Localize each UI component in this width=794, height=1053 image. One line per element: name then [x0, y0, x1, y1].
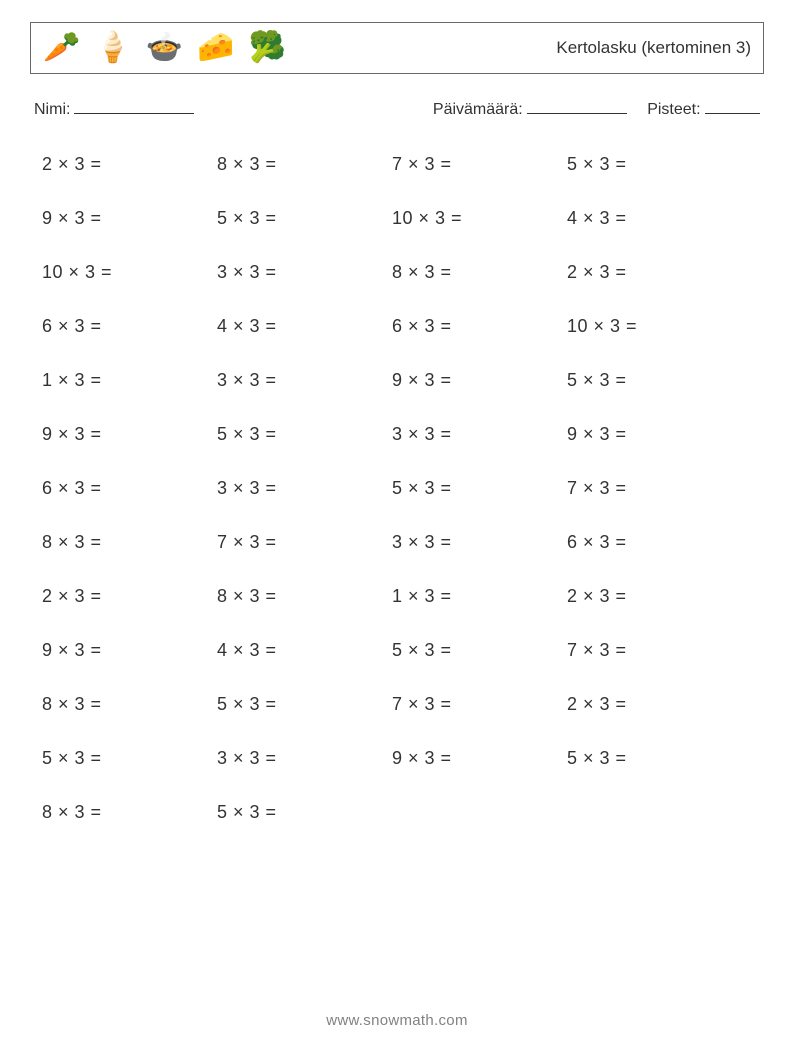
- problem-row: 8 × 3 = 7 × 3 = 3 × 3 = 6 × 3 =: [42, 515, 764, 569]
- problem-cell: 8 × 3 =: [42, 802, 217, 823]
- problem-cell: 9 × 3 =: [567, 424, 742, 445]
- problem-cell: 9 × 3 =: [42, 424, 217, 445]
- problem-row: 8 × 3 = 5 × 3 = 7 × 3 = 2 × 3 =: [42, 677, 764, 731]
- problem-cell: 9 × 3 =: [42, 640, 217, 661]
- problem-cell: 3 × 3 =: [392, 532, 567, 553]
- problem-row: 8 × 3 = 5 × 3 =: [42, 785, 764, 839]
- problem-cell: 6 × 3 =: [42, 478, 217, 499]
- score-label: Pisteet:: [647, 101, 700, 118]
- problem-cell: 5 × 3 =: [567, 154, 742, 175]
- broccoli-icon: 🥦: [248, 33, 285, 63]
- problem-cell: 3 × 3 =: [217, 262, 392, 283]
- problem-row: 1 × 3 = 3 × 3 = 9 × 3 = 5 × 3 =: [42, 353, 764, 407]
- problem-cell: 8 × 3 =: [217, 154, 392, 175]
- cheese-icon: 🧀: [197, 33, 234, 63]
- problem-cell: 7 × 3 =: [567, 478, 742, 499]
- problem-cell: 10 × 3 =: [567, 316, 742, 337]
- footer-link: www.snowmath.com: [0, 1012, 794, 1029]
- problem-cell: 7 × 3 =: [217, 532, 392, 553]
- problem-cell: 2 × 3 =: [567, 694, 742, 715]
- problem-cell: 4 × 3 =: [217, 640, 392, 661]
- problem-cell: 2 × 3 =: [42, 586, 217, 607]
- problem-cell: 5 × 3 =: [392, 478, 567, 499]
- problem-cell: 4 × 3 =: [567, 208, 742, 229]
- problem-cell: 8 × 3 =: [392, 262, 567, 283]
- problem-cell: 10 × 3 =: [42, 262, 217, 283]
- problem-cell: 6 × 3 =: [392, 316, 567, 337]
- problem-cell: 10 × 3 =: [392, 208, 567, 229]
- problem-cell: 5 × 3 =: [392, 640, 567, 661]
- problem-cell: 9 × 3 =: [42, 208, 217, 229]
- problem-cell: 5 × 3 =: [217, 208, 392, 229]
- problem-row: 5 × 3 = 3 × 3 = 9 × 3 = 5 × 3 =: [42, 731, 764, 785]
- bowl-icon: 🍲: [146, 33, 183, 63]
- problem-cell: 5 × 3 =: [217, 424, 392, 445]
- problem-cell: 2 × 3 =: [42, 154, 217, 175]
- problem-row: 6 × 3 = 3 × 3 = 5 × 3 = 7 × 3 =: [42, 461, 764, 515]
- problem-cell: 5 × 3 =: [217, 694, 392, 715]
- problem-row: 9 × 3 = 5 × 3 = 10 × 3 = 4 × 3 =: [42, 191, 764, 245]
- problem-cell: 7 × 3 =: [392, 154, 567, 175]
- problem-row: 9 × 3 = 5 × 3 = 3 × 3 = 9 × 3 =: [42, 407, 764, 461]
- icon-row: 🥕 🍦 🍲 🧀 🥦: [43, 33, 286, 63]
- problem-cell: 3 × 3 =: [392, 424, 567, 445]
- problem-cell: 7 × 3 =: [392, 694, 567, 715]
- problem-row: 2 × 3 = 8 × 3 = 7 × 3 = 5 × 3 =: [42, 137, 764, 191]
- problem-cell: 5 × 3 =: [217, 802, 392, 823]
- date-label: Päivämäärä:: [433, 101, 523, 118]
- problem-cell: 2 × 3 =: [567, 262, 742, 283]
- problem-cell: 9 × 3 =: [392, 748, 567, 769]
- problem-cell: 3 × 3 =: [217, 478, 392, 499]
- problem-cell: 4 × 3 =: [217, 316, 392, 337]
- problem-cell: 7 × 3 =: [567, 640, 742, 661]
- problem-row: 9 × 3 = 4 × 3 = 5 × 3 = 7 × 3 =: [42, 623, 764, 677]
- ice-cream-icon: 🍦: [94, 33, 131, 63]
- name-label: Nimi:: [34, 101, 70, 119]
- date-blank[interactable]: [527, 100, 627, 114]
- carrot-icon: 🥕: [43, 33, 80, 63]
- problem-cell: 8 × 3 =: [42, 532, 217, 553]
- problem-cell: 1 × 3 =: [392, 586, 567, 607]
- name-blank[interactable]: [74, 100, 194, 114]
- problem-row: 6 × 3 = 4 × 3 = 6 × 3 = 10 × 3 =: [42, 299, 764, 353]
- problem-cell: 6 × 3 =: [42, 316, 217, 337]
- problem-cell: 8 × 3 =: [217, 586, 392, 607]
- problem-cell: 5 × 3 =: [567, 748, 742, 769]
- problem-cell: 5 × 3 =: [567, 370, 742, 391]
- problem-cell: 5 × 3 =: [42, 748, 217, 769]
- problem-cell: 6 × 3 =: [567, 532, 742, 553]
- problem-row: 10 × 3 = 3 × 3 = 8 × 3 = 2 × 3 =: [42, 245, 764, 299]
- problem-row: 2 × 3 = 8 × 3 = 1 × 3 = 2 × 3 =: [42, 569, 764, 623]
- problem-grid: 2 × 3 = 8 × 3 = 7 × 3 = 5 × 3 = 9 × 3 = …: [30, 137, 764, 839]
- worksheet-title: Kertolasku (kertominen 3): [556, 38, 751, 58]
- problem-cell: 1 × 3 =: [42, 370, 217, 391]
- problem-cell: 8 × 3 =: [42, 694, 217, 715]
- header-box: 🥕 🍦 🍲 🧀 🥦 Kertolasku (kertominen 3): [30, 22, 764, 74]
- score-blank[interactable]: [705, 100, 760, 114]
- problem-cell: 3 × 3 =: [217, 748, 392, 769]
- meta-row: Nimi: Päivämäärä: Pisteet:: [34, 100, 760, 119]
- problem-cell: 2 × 3 =: [567, 586, 742, 607]
- problem-cell: 9 × 3 =: [392, 370, 567, 391]
- problem-cell: 3 × 3 =: [217, 370, 392, 391]
